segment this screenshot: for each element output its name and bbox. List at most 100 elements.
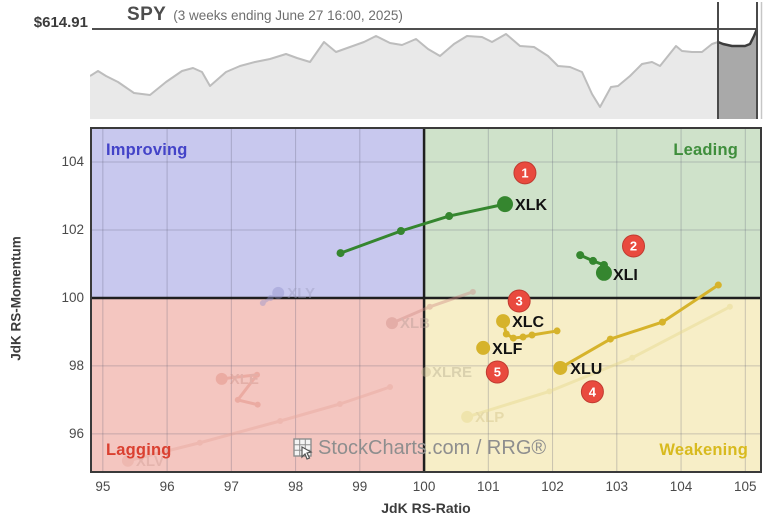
badge-1: 1 — [513, 161, 537, 185]
x-tick-102: 102 — [541, 479, 564, 494]
marker-XLB-1 — [426, 303, 433, 310]
marker-XLU-head[interactable] — [553, 360, 568, 375]
x-tick-95: 95 — [95, 479, 111, 494]
y-axis-title: JdK RS-Momentum — [8, 236, 24, 361]
ticker-label-XLE: XLE — [230, 371, 259, 388]
marker-XLP-head — [461, 410, 474, 423]
marker-XLI-head[interactable] — [595, 264, 612, 281]
svg-text:2: 2 — [630, 238, 637, 253]
marker-XLF-head[interactable] — [476, 340, 491, 355]
stockcharts-logo-icon — [293, 437, 313, 460]
series-XLI: XLI — [576, 251, 638, 284]
marker-XLE-head — [215, 372, 228, 385]
x-axis-title: JdK RS-Ratio — [381, 500, 471, 516]
x-tick-104: 104 — [669, 479, 693, 494]
ticker-label-XLB: XLB — [400, 315, 430, 332]
marker-XLC-head[interactable] — [496, 314, 511, 329]
series-XLK: XLK — [336, 196, 547, 258]
series-XLF: XLF — [476, 340, 523, 358]
spy-area-chart — [90, 2, 763, 119]
marker-XLE-2 — [254, 371, 261, 378]
marker-XLV-2 — [277, 417, 284, 424]
symbol-label: SPY — [127, 4, 167, 25]
ticker-label-XLP: XLP — [475, 409, 504, 426]
plot-border — [90, 127, 762, 473]
marker-XLY-1 — [267, 294, 274, 301]
badge-2: 2 — [622, 234, 646, 258]
quadrant-backgrounds — [90, 127, 762, 473]
marker-XLK-head[interactable] — [497, 196, 514, 213]
y-tick-102: 102 — [61, 221, 84, 237]
marker-XLE-0 — [254, 401, 261, 408]
series-XLU: XLU — [553, 281, 722, 378]
ticker-label-XLI[interactable]: XLI — [613, 267, 638, 284]
x-tick-99: 99 — [352, 479, 368, 494]
badge-3: 3 — [507, 289, 531, 313]
marker-XLV-1 — [336, 401, 343, 408]
marker-XLRE-head — [421, 367, 431, 378]
x-tick-100: 100 — [412, 479, 436, 494]
marker-XLI-0 — [576, 251, 585, 260]
svg-text:3: 3 — [516, 294, 523, 309]
ticker-label-XLU[interactable]: XLU — [570, 361, 602, 378]
marker-XLY-head — [272, 286, 285, 299]
marker-XLB-head — [385, 317, 398, 330]
y-tick-98: 98 — [68, 357, 84, 373]
series-XLP: XLP — [461, 303, 733, 426]
ticker-label-XLV: XLV — [136, 453, 164, 470]
x-tick-101: 101 — [477, 479, 500, 494]
marker-XLK-0 — [336, 249, 345, 258]
marker-XLU-0 — [714, 281, 722, 289]
quadrant-label-improving: Improving — [106, 141, 188, 159]
x-tick-98: 98 — [288, 479, 304, 494]
marker-XLC-0 — [553, 327, 561, 335]
date-range-label: (3 weeks ending June 27 16:00, 2025) — [173, 8, 403, 23]
spy-area-series — [90, 33, 719, 119]
watermark: StockCharts.com / RRG® — [293, 437, 546, 460]
badge-5: 5 — [485, 360, 509, 384]
x-tick-105: 105 — [734, 479, 757, 494]
svg-text:4: 4 — [589, 384, 597, 399]
strip-title: SPY (3 weeks ending June 27 16:00, 2025) — [127, 4, 403, 26]
rrg-plot: XLY XLB XLE XLRE XLP XLV XLK XLI XLC XLF XLU 1 2 3 4 5 … — [90, 127, 762, 473]
series-XLB: XLB — [385, 288, 476, 332]
marker-XLY-0 — [259, 300, 266, 307]
y-tick-96: 96 — [68, 425, 84, 441]
marker-XLK-1 — [396, 227, 405, 236]
series-XLRE: XLRE — [421, 364, 472, 381]
quadrant-label-lagging: Lagging — [106, 441, 172, 459]
marker-XLV-3 — [196, 439, 203, 446]
watermark-text: StockCharts.com / RRG® — [318, 437, 547, 459]
quadrant-label-leading: Leading — [673, 141, 738, 159]
marker-XLE-1 — [234, 396, 241, 403]
y-tick-100: 100 — [61, 289, 84, 305]
marker-XLP-1 — [629, 354, 636, 361]
ticker-label-XLK[interactable]: XLK — [515, 197, 547, 214]
marker-XLK-2 — [445, 212, 454, 221]
badge-4: 4 — [580, 380, 604, 404]
ticker-label-XLY: XLY — [287, 285, 315, 302]
series-XLC: XLC — [496, 314, 561, 342]
series-XLE: XLE — [215, 371, 261, 408]
marker-XLU-2 — [606, 335, 614, 343]
rrg-canvas: XLY XLB XLE XLRE XLP XLV XLK XLI XLC XLF XLU 1 2 3 4 5 — [90, 127, 762, 473]
series-XLY: XLY — [259, 285, 315, 307]
marker-XLC-1 — [528, 331, 536, 339]
x-tick-103: 103 — [605, 479, 629, 494]
highlight-window[interactable] — [717, 2, 759, 119]
marker-XLC-3 — [509, 334, 517, 342]
marker-XLC-4 — [502, 330, 510, 338]
marker-XLP-2 — [546, 388, 553, 395]
ticker-label-XLF[interactable]: XLF — [492, 341, 522, 358]
marker-XLU-1 — [658, 318, 666, 326]
ticker-label-XLC[interactable]: XLC — [512, 314, 544, 331]
marker-XLV-0 — [387, 384, 394, 391]
marker-XLC-2 — [519, 333, 527, 341]
x-tick-96: 96 — [159, 479, 175, 494]
marker-XLP-0 — [726, 303, 733, 310]
series-XLV: XLV — [121, 384, 394, 470]
latest-price-label: $614.91 — [33, 14, 88, 31]
marker-XLI-1 — [589, 256, 598, 265]
quadrant-label-weakening: Weakening — [659, 441, 748, 459]
